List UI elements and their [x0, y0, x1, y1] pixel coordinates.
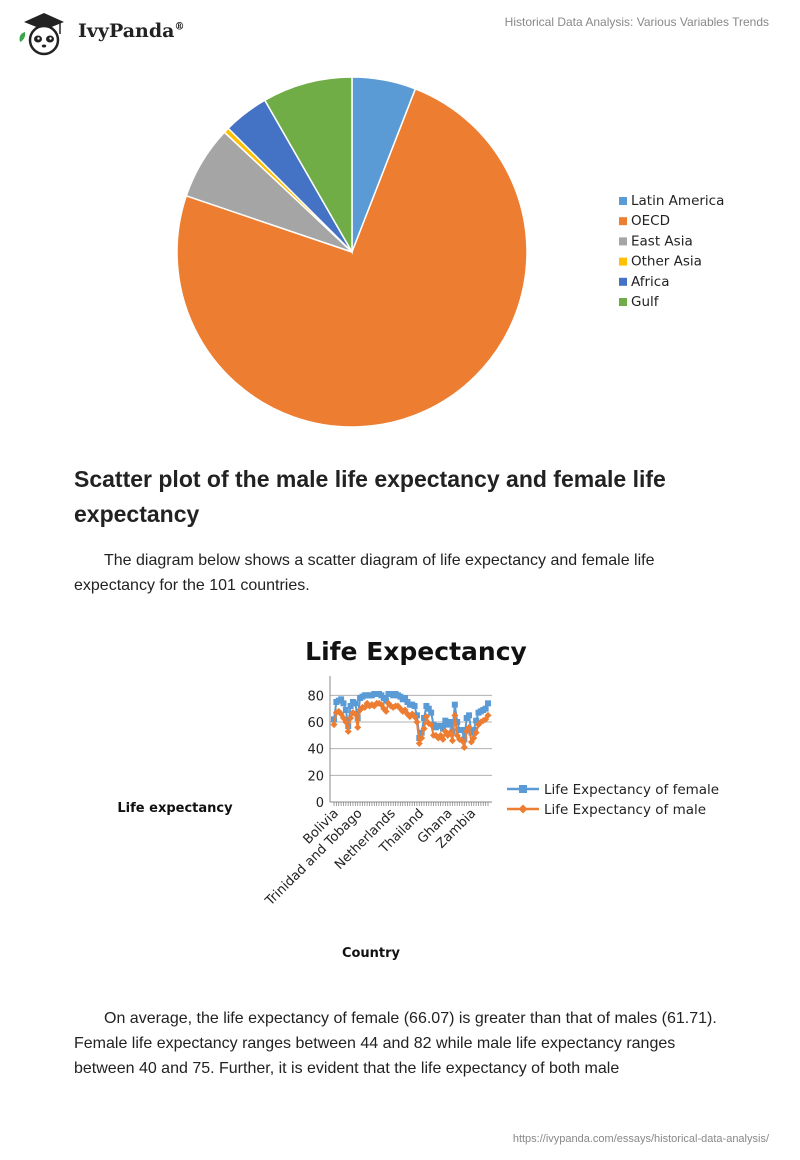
data-point-male [344, 727, 352, 735]
data-point-male [420, 725, 428, 733]
legend-swatch-oecd [619, 217, 627, 226]
data-point-male [399, 707, 407, 715]
data-point-male [413, 718, 421, 726]
pie-slice-gulf [263, 76, 353, 255]
summary-paragraph: On average, the life expectancy of femal… [74, 1010, 717, 1077]
legend-swatch-africa [619, 277, 627, 286]
legend-swatch-latin-america [619, 197, 627, 205]
chart-title: Life Expectancy [305, 637, 527, 666]
life-expectancy-chart-container: Life Expectancy 0 20 40 60 80 Bolivia Trinidad … [0, 620, 800, 980]
data-point-male [382, 707, 390, 715]
data-point-female [461, 736, 468, 743]
data-point-male [446, 729, 454, 737]
data-point-male [482, 715, 490, 723]
data-point-female [447, 719, 454, 725]
data-point-male [463, 727, 471, 735]
data-point-male [342, 718, 350, 726]
data-point-male [444, 731, 452, 739]
intro-paragraph: The diagram below shows a scatter diagra… [74, 552, 655, 594]
data-point-female [466, 712, 473, 719]
data-point-male [377, 701, 385, 709]
data-point-male [439, 735, 447, 743]
data-point-female [352, 700, 359, 707]
data-point-male [465, 723, 473, 731]
data-point-male [470, 734, 478, 742]
data-point-male [460, 743, 468, 751]
data-point-female [383, 697, 390, 704]
data-point-female [354, 715, 361, 721]
legend-label-east-asia: East Asia [631, 233, 693, 249]
data-point-male [347, 714, 355, 722]
data-point-male [448, 737, 456, 745]
legend-label-life-expectancy-of-male: Life Expectancy of male [544, 802, 706, 818]
y-tick-label-60: 60 [307, 716, 324, 731]
data-point-male [418, 734, 426, 742]
data-point-female [454, 719, 461, 725]
data-point-female [482, 705, 489, 712]
data-point-male [458, 737, 466, 745]
data-point-female [402, 695, 409, 701]
y-axis-title: Life expectancy [117, 801, 233, 816]
data-point-male [422, 713, 430, 721]
data-point-male [389, 703, 397, 711]
data-point-female [442, 717, 449, 724]
legend-marker-life-expectancy-of-female [519, 785, 527, 793]
data-point-female [342, 707, 349, 713]
y-tick-label-20: 20 [307, 769, 324, 784]
data-point-female [411, 703, 418, 709]
data-point-male [451, 711, 459, 719]
source-url[interactable]: https://ivypanda.com/essays/historical-d… [512, 1133, 769, 1145]
legend-swatch-gulf [619, 298, 627, 306]
data-point-male [472, 729, 480, 737]
data-point-female [428, 709, 435, 716]
legend-label-gulf: Gulf [631, 294, 660, 310]
data-point-female [470, 727, 477, 733]
data-point-female [331, 716, 337, 723]
data-point-female [485, 700, 491, 707]
brand-name: IvyPanda® [78, 20, 185, 42]
data-point-female [413, 712, 420, 719]
x-axis-title: Country [342, 946, 401, 961]
document-title: Historical Data Analysis: Various Variab… [504, 15, 769, 29]
life-expectancy-chart: Life Expectancy020406080BoliviaTrinidad … [117, 637, 719, 961]
legend-label-africa: Africa [631, 274, 670, 290]
data-point-male [415, 739, 423, 747]
panda-icon [19, 13, 64, 56]
pie-slice-oecd [176, 87, 528, 428]
data-point-female [473, 717, 480, 724]
data-point-male [396, 705, 404, 713]
data-point-male [351, 710, 359, 718]
ivypanda-logo[interactable]: IvyPanda® [16, 8, 206, 58]
legend-marker-life-expectancy-of-male [518, 804, 528, 814]
section-heading: Scatter plot of the male life expectancy… [74, 466, 666, 527]
pie-chart-container: Latin America OECD East Asia Other Asia Afri… [0, 70, 800, 440]
legend-swatch-east-asia [619, 237, 627, 246]
data-point-female [425, 705, 432, 712]
legend-label-life-expectancy-of-female: Life Expectancy of female [544, 782, 719, 798]
data-point-male [411, 713, 419, 721]
legend-label-oecd: OECD [631, 213, 670, 229]
y-tick-label-40: 40 [307, 743, 324, 758]
data-point-female [458, 727, 465, 733]
y-tick-label-0: 0 [316, 796, 324, 811]
data-point-male [361, 703, 369, 711]
pie-chart: Latin America OECD East Asia Other Asia Afri… [176, 76, 724, 428]
legend-label-other-asia: Other Asia [631, 254, 702, 270]
legend-swatch-other-asia [619, 257, 627, 266]
data-point-female [451, 701, 458, 708]
y-tick-label-80: 80 [307, 689, 324, 704]
data-point-female [421, 715, 428, 721]
data-point-male [484, 711, 492, 719]
data-point-male [354, 723, 362, 731]
legend-label-latin-america: Latin America [631, 193, 724, 209]
data-point-male [427, 721, 435, 729]
data-point-female [439, 725, 446, 732]
data-point-female [340, 700, 347, 707]
data-point-male [380, 705, 388, 713]
data-point-female [347, 703, 354, 709]
data-point-female [338, 696, 345, 703]
data-point-male [330, 721, 338, 729]
data-point-male [349, 709, 357, 717]
data-point-female [418, 729, 425, 736]
